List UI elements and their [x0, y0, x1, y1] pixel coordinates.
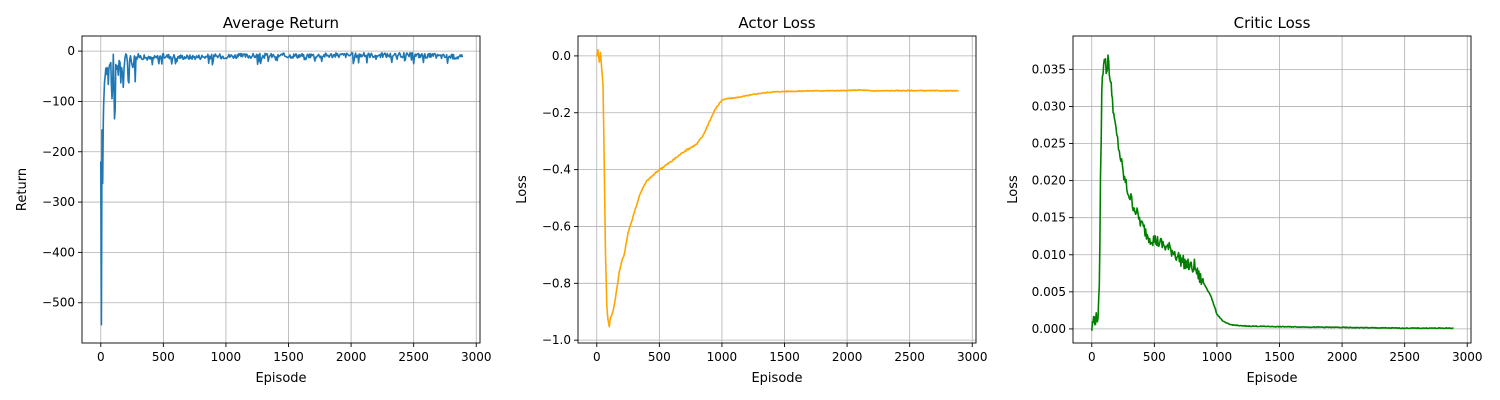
chart-panel-1: 0 500 1000 1500 2000 2500 3000 0 −100 −200 −300 −40… — [15, 14, 492, 386]
chart-title: Average Return — [223, 14, 339, 32]
chart-panel-3: 0 500 1000 1500 2000 2500 3000 0.000 0.005 0.010 0… — [1006, 14, 1483, 386]
y-tick-label: 0.015 — [1032, 211, 1066, 225]
x-tick-label: 3000 — [461, 350, 492, 364]
y-tick-label: −200 — [42, 145, 75, 159]
x-tick-label: 1000 — [707, 350, 738, 364]
y-tick-label: −300 — [42, 195, 75, 209]
y-tick-label: −100 — [42, 94, 75, 108]
axes-frame — [577, 35, 977, 344]
chart-title: Actor Loss — [738, 14, 815, 32]
x-tick-label: 1000 — [1202, 350, 1233, 364]
y-tick-label: 0.005 — [1032, 285, 1066, 299]
y-tick-label: −0.8 — [542, 276, 571, 290]
y-tick-label: 0.000 — [1032, 322, 1066, 336]
y-tick-label: 0.010 — [1032, 248, 1066, 262]
x-tick-label: 1500 — [769, 350, 800, 364]
x-tick-label: 1500 — [1264, 350, 1295, 364]
x-tick-label: 500 — [152, 350, 175, 364]
x-tick-label: 3000 — [1452, 350, 1483, 364]
x-axis-label: Episode — [1246, 371, 1297, 386]
y-axis-label: Return — [15, 168, 30, 211]
x-tick-label: 3000 — [957, 350, 988, 364]
x-tick-label: 2000 — [1327, 350, 1358, 364]
x-axis-label: Episode — [255, 371, 306, 386]
x-tick-label: 0 — [593, 350, 601, 364]
y-tick-label: −500 — [42, 296, 75, 310]
series-line — [100, 51, 464, 326]
x-tick-label: 0 — [97, 350, 105, 364]
x-tick-label: 0 — [1088, 350, 1096, 364]
series-line — [596, 49, 959, 328]
y-tick-label: −0.6 — [542, 219, 571, 233]
x-tick-label: 500 — [1143, 350, 1166, 364]
y-axis-label: Loss — [515, 175, 530, 204]
y-tick-label: 0 — [67, 44, 75, 58]
y-tick-label: 0.025 — [1032, 137, 1066, 151]
x-tick-label: 1000 — [211, 350, 242, 364]
y-tick-label: 0.0 — [552, 49, 571, 63]
x-tick-label: 2000 — [832, 350, 863, 364]
y-tick-label: 0.020 — [1032, 174, 1066, 188]
series-line — [1091, 54, 1454, 331]
y-tick-label: −1.0 — [542, 333, 571, 347]
x-tick-label: 2500 — [398, 350, 429, 364]
y-tick-label: −0.2 — [542, 106, 571, 120]
axes-frame — [81, 35, 481, 344]
y-tick-label: −400 — [42, 245, 75, 259]
x-tick-label: 2500 — [1389, 350, 1420, 364]
chart-title: Critic Loss — [1234, 14, 1311, 32]
y-tick-label: 0.030 — [1032, 99, 1066, 113]
x-tick-label: 1500 — [273, 350, 304, 364]
chart-panel-2: 0 500 1000 1500 2000 2500 3000 0.0 −0.2 −0.4 −0.6 −… — [515, 14, 988, 386]
x-axis-label: Episode — [751, 371, 802, 386]
y-tick-label: −0.4 — [542, 163, 571, 177]
x-tick-label: 2500 — [894, 350, 925, 364]
x-tick-label: 2000 — [336, 350, 367, 364]
y-axis-label: Loss — [1006, 175, 1021, 204]
y-tick-label: 0.035 — [1032, 62, 1066, 76]
x-tick-label: 500 — [648, 350, 671, 364]
axes-frame — [1072, 35, 1472, 344]
